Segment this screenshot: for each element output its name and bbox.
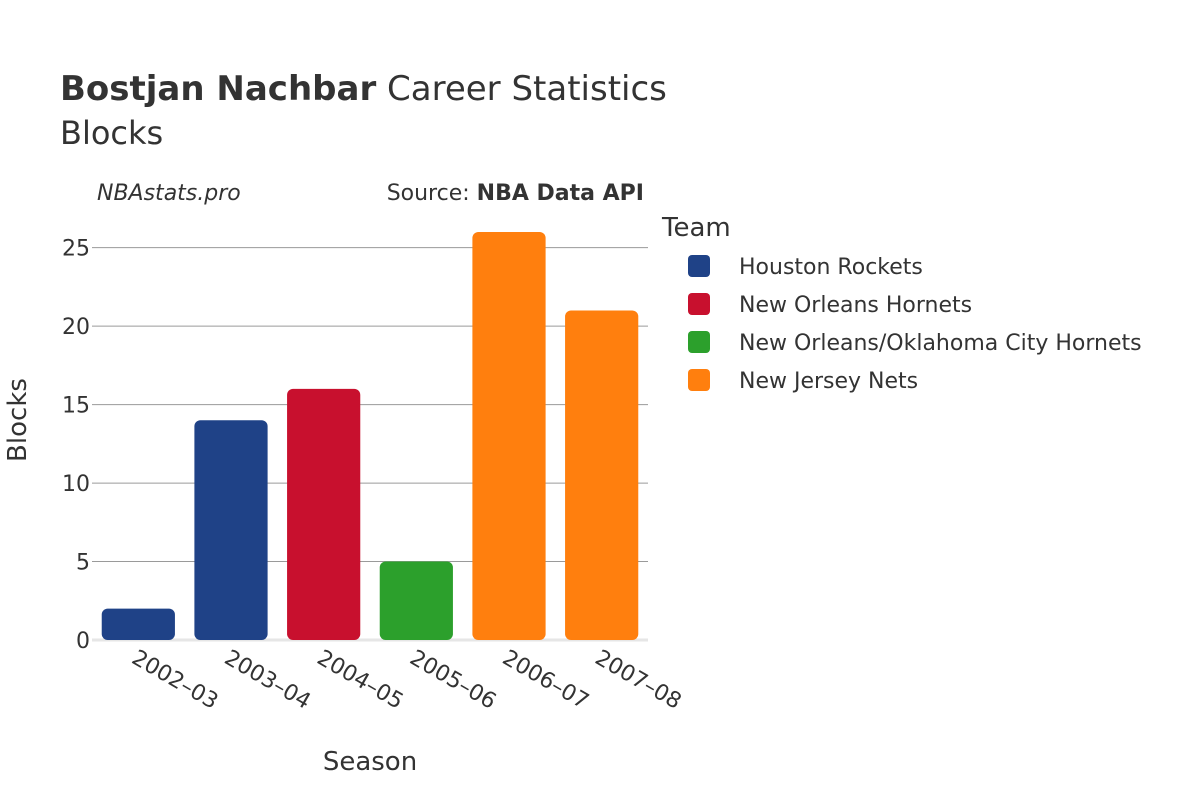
x-axis-ticks: 2002–032003–042004–052005–062006–072007–… [127,646,685,715]
legend-title: Team [661,213,731,243]
y-tick-label: 25 [62,237,90,262]
bar [101,608,175,640]
y-tick-label: 20 [62,315,90,340]
legend-item-label: Houston Rockets [739,255,923,280]
chart-title: Bostjan Nachbar Career Statistics [60,69,667,109]
x-tick-label: 2006–07 [498,646,593,715]
source-credit: Source: NBA Data API [387,181,644,206]
x-tick-label: 2005–06 [405,646,500,715]
y-tick-label: 0 [76,629,90,654]
x-axis-title: Season [323,747,417,777]
x-tick-label: 2003–04 [220,646,315,715]
y-axis-title: Blocks [3,378,33,462]
y-tick-label: 10 [62,472,90,497]
legend-swatch [688,255,710,277]
chart-subtitle: Blocks [60,114,163,152]
bar [379,561,453,640]
x-tick-label: 2007–08 [591,646,686,715]
legend-item-label: New Orleans/Oklahoma City Hornets [739,331,1142,356]
y-tick-label: 5 [76,551,90,576]
y-axis-ticks: 0 5 10 15 20 25 [62,237,90,654]
source-prefix: Source: [387,181,477,206]
legend-swatch [688,331,710,353]
bar [194,420,268,640]
bars [101,231,639,640]
y-tick-label: 15 [62,394,90,419]
legend: Houston Rockets New Orleans Hornets New Or… [688,255,1142,394]
watermark-text: NBAstats.pro [97,181,241,206]
x-tick-label: 2002–03 [127,646,222,715]
bar [287,388,361,640]
legend-item-label: New Orleans Hornets [739,293,972,318]
bar [565,310,639,640]
legend-swatch [688,369,710,391]
bar [472,231,546,640]
gridlines [92,247,648,642]
title-player-name: Bostjan Nachbar [60,69,376,109]
title-suffix: Career Statistics [376,69,667,109]
legend-item-label: New Jersey Nets [739,369,918,394]
source-name: NBA Data API [477,181,644,206]
x-tick-label: 2004–05 [313,646,408,715]
legend-swatch [688,293,710,315]
